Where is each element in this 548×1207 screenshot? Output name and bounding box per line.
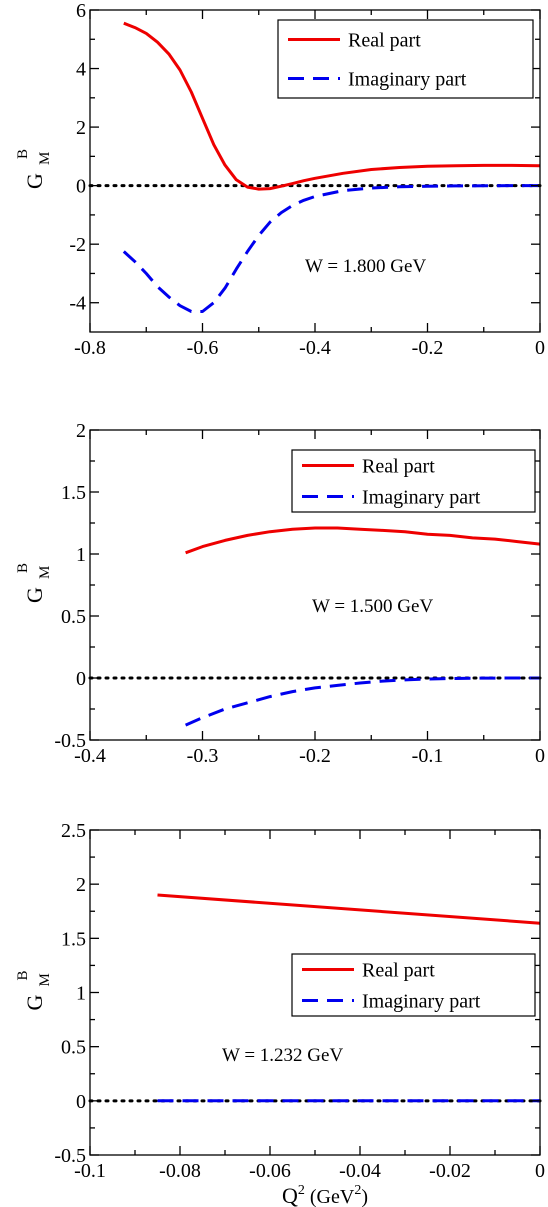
y-tick-label: -0.5 xyxy=(54,1145,86,1167)
y-tick-label: 0.5 xyxy=(61,606,86,628)
y-tick-label: 0 xyxy=(76,1091,86,1113)
y-tick-label: 1 xyxy=(76,544,86,566)
y-tick-label: -4 xyxy=(69,293,86,315)
legend: Real part Imaginary part xyxy=(291,449,536,513)
legend-label-real: Real part xyxy=(348,30,421,52)
legend-box xyxy=(277,19,534,99)
y-axis-label-sub: M xyxy=(37,566,53,579)
series-line-real xyxy=(123,21,541,191)
x-tick-label: 0 xyxy=(535,1160,545,1182)
x-tick-label: -0.1 xyxy=(412,745,444,767)
y-tick-label: 1.5 xyxy=(61,928,86,950)
y-tick-label: 2 xyxy=(76,420,86,442)
legend-box xyxy=(291,953,536,1017)
y-axis-label: GMB xyxy=(15,149,53,189)
legend: Real part Imaginary part xyxy=(291,953,536,1017)
x-tick-label: -0.1 xyxy=(74,1160,106,1182)
chart-panel-1: -0.8 -0.6 -0.4 -0.2 0 -4 -2 0 2 4 6 GMB Real part Ima… xyxy=(15,0,545,359)
legend-label-real: Real part xyxy=(362,456,435,478)
y-axis-label: GMB xyxy=(15,970,53,1010)
y-tick-label: 0.5 xyxy=(61,1037,86,1059)
x-tick-label: -0.6 xyxy=(187,337,219,359)
y-axis-label-sup: B xyxy=(15,149,31,159)
y-tick-label: 1 xyxy=(76,983,86,1005)
w-annotation: W = 1.800 GeV xyxy=(305,256,426,277)
y-tick-label: 6 xyxy=(76,0,86,22)
legend-label-imaginary: Imaginary part xyxy=(362,487,481,509)
series-line-imaginary xyxy=(184,676,540,727)
y-tick-label: 2 xyxy=(76,874,86,896)
y-axis-label: GMB xyxy=(15,563,53,603)
series-line-real xyxy=(185,526,541,555)
y-tick-label: 2.5 xyxy=(61,820,86,842)
y-tick-label: 1.5 xyxy=(61,482,86,504)
x-tick-label: -0.3 xyxy=(187,745,219,767)
y-tick-label: 0 xyxy=(76,668,86,690)
x-tick-label: -0.08 xyxy=(159,1160,201,1182)
chart-panel-3: -0.1 -0.08 -0.06 -0.04 -0.02 0 -0.5 0 0.5 1 1.5 2 2.… xyxy=(15,820,545,1207)
y-axis-label-sub: M xyxy=(37,152,53,165)
y-axis-label-sup: B xyxy=(15,970,31,980)
y-axis-label-sup: B xyxy=(15,563,31,573)
y-axis-label-sub: M xyxy=(37,973,53,986)
legend-box xyxy=(291,449,536,513)
y-tick-label: -0.5 xyxy=(54,730,86,752)
x-tick-label: -0.4 xyxy=(299,337,331,359)
x-tick-label: -0.4 xyxy=(74,745,106,767)
series-line-imaginary xyxy=(122,184,540,313)
legend-label-imaginary: Imaginary part xyxy=(362,991,481,1013)
x-tick-label: -0.2 xyxy=(412,337,444,359)
y-tick-label: -2 xyxy=(69,234,86,256)
x-tick-label: -0.8 xyxy=(74,337,106,359)
legend-label-imaginary: Imaginary part xyxy=(348,69,467,91)
x-tick-label: -0.2 xyxy=(299,745,331,767)
series-line-real xyxy=(157,893,541,925)
x-tick-label: -0.04 xyxy=(339,1160,381,1182)
y-axis-label-main: G xyxy=(22,173,47,189)
x-tick-label: 0 xyxy=(535,337,545,359)
y-axis-label-main: G xyxy=(22,994,47,1010)
legend-label-real: Real part xyxy=(362,960,435,982)
x-tick-label: -0.06 xyxy=(249,1160,291,1182)
legend: Real part Imaginary part xyxy=(277,19,534,99)
w-annotation: W = 1.500 GeV xyxy=(312,596,433,617)
y-axis-label-main: G xyxy=(22,587,47,603)
w-annotation: W = 1.232 GeV xyxy=(222,1045,343,1066)
y-tick-label: 0 xyxy=(76,176,86,198)
x-tick-label: -0.02 xyxy=(429,1160,471,1182)
chart-panel-2: -0.4 -0.3 -0.2 -0.1 0 -0.5 0 0.5 1 1.5 2 GMB Real pa… xyxy=(15,420,545,767)
y-tick-label: 2 xyxy=(76,117,86,139)
x-axis-label: Q2 (GeV2) xyxy=(282,1183,368,1207)
x-tick-label: 0 xyxy=(535,745,545,767)
y-tick-label: 4 xyxy=(76,59,86,81)
